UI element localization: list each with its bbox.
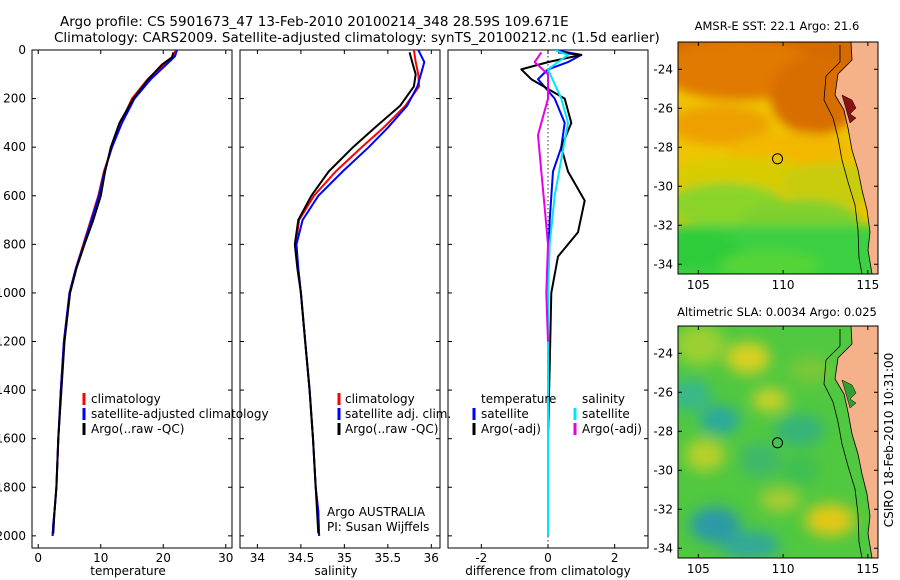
- x-tick-label: 0: [544, 551, 552, 565]
- legend-climatology: climatology: [345, 392, 415, 406]
- lon-tick-label: 115: [856, 562, 879, 576]
- legend-climatology: climatology: [91, 392, 161, 406]
- series-line-satellite-adj-clim: [295, 50, 426, 536]
- x-tick-label: 20: [156, 551, 171, 565]
- salinity-legend: climatology satellite adj. clim. Argo(..…: [337, 392, 451, 436]
- lon-tick-label: 115: [856, 278, 879, 292]
- argo-float-location-marker: [772, 153, 783, 165]
- x-tick-label: 2: [611, 551, 619, 565]
- lat-tick-label: -30: [653, 179, 673, 193]
- salinity-x-label: salinity: [314, 564, 357, 578]
- y-tick-label: 600: [3, 189, 26, 203]
- figure-title-line-1: Argo profile: CS 5901673_47 13-Feb-2010 …: [60, 14, 569, 30]
- series-line-temperature-argo-adj: [520, 51, 586, 534]
- sla-map-frame: [677, 325, 879, 559]
- legend-salinity-argo: Argo(-adj): [582, 422, 642, 436]
- sst-map-frame: [677, 41, 879, 275]
- lat-tick-label: -34: [653, 541, 673, 555]
- lon-tick-label: 110: [772, 562, 795, 576]
- pi-annotation: PI: Susan Wijffels: [327, 520, 429, 534]
- temperature-x-label: temperature: [90, 564, 165, 578]
- sst-map-title: AMSR-E SST: 22.1 Argo: 21.6: [695, 19, 860, 33]
- difference-panel: -2 0 2 difference from climatology tempera…: [447, 49, 649, 578]
- lat-tick-label: -28: [653, 424, 673, 438]
- argo-float-location-marker: [772, 437, 783, 449]
- x-tick-label: -2: [475, 551, 487, 565]
- difference-legend: temperature satellite Argo(-adj) salinit…: [472, 392, 642, 436]
- lat-tick-label: -26: [653, 101, 673, 115]
- temperature-legend: climatology satellite-adjusted climatolo…: [82, 392, 269, 436]
- legend-salinity-satellite: satellite: [582, 407, 630, 421]
- x-tick-label: 10: [93, 551, 108, 565]
- lon-tick-label: 105: [687, 562, 710, 576]
- temperature-panel: 0 200 400 600 800 1000 1200 1400 1600 1800 2000 0 10…: [0, 43, 269, 578]
- y-tick-label: 800: [3, 237, 26, 251]
- lat-tick-label: -30: [653, 463, 673, 477]
- lat-tick-label: -26: [653, 385, 673, 399]
- series-line-argo-raw-qc: [293, 52, 417, 534]
- y-tick-label: 400: [3, 140, 26, 154]
- series-line-salinity-satellite: [547, 50, 569, 536]
- sla-heatmap-field: [678, 326, 878, 558]
- legend-argo: Argo(..raw -QC): [345, 422, 438, 436]
- lat-tick-label: -24: [653, 346, 673, 360]
- lat-tick-label: -24: [653, 62, 673, 76]
- x-tick-label: 34: [250, 551, 265, 565]
- lat-tick-label: -28: [653, 140, 673, 154]
- y-tick-label: 1400: [0, 383, 26, 397]
- argo-program-annotation: Argo AUSTRALIA: [327, 505, 426, 519]
- x-tick-label: 0: [34, 551, 42, 565]
- figure-title-line-2: Climatology: CARS2009. Satellite-adjuste…: [54, 30, 660, 46]
- legend-temperature-satellite: satellite: [481, 407, 529, 421]
- x-tick-label: 35.5: [374, 551, 401, 565]
- x-tick-label: 34.5: [288, 551, 315, 565]
- timestamp-side-label: CSIRO 18-Feb-2010 10:31:00: [882, 353, 896, 528]
- salinity-panel: 34 34.5 35 35.5 36 salinity climatology sate…: [239, 49, 451, 578]
- sst-heatmap-field: [678, 42, 878, 274]
- salinity-axes-frame: [239, 49, 441, 549]
- legend-salinity-heading: salinity: [582, 392, 625, 406]
- series-line-salinity-argo-adj: [533, 51, 549, 342]
- temperature-axes-frame: [31, 49, 233, 549]
- sla-map-title: Altimetric SLA: 0.0034 Argo: 0.025: [677, 305, 877, 319]
- series-line-satellite-adjusted-climatology: [51, 50, 178, 536]
- y-tick-label: 1200: [0, 335, 26, 349]
- lat-tick-label: -32: [653, 218, 673, 232]
- difference-x-label: difference from climatology: [465, 564, 631, 578]
- sst-map: AMSR-E SST: 22.1 Argo: 21.6: [653, 19, 879, 292]
- legend-argo: Argo(..raw -QC): [91, 422, 184, 436]
- legend-satellite-adjusted: satellite-adjusted climatology: [91, 407, 269, 421]
- y-tick-label: 1800: [0, 480, 26, 494]
- lon-tick-label: 110: [772, 278, 795, 292]
- legend-temperature-heading: temperature: [481, 392, 556, 406]
- x-tick-label: 35: [337, 551, 352, 565]
- lat-tick-label: -32: [653, 502, 673, 516]
- lon-tick-label: 105: [687, 278, 710, 292]
- y-tick-label: 1000: [0, 286, 26, 300]
- y-tick-label: 0: [18, 43, 26, 57]
- y-tick-label: 1600: [0, 432, 26, 446]
- series-line-temperature-satellite: [537, 50, 583, 536]
- lat-tick-label: -34: [653, 257, 673, 271]
- legend-temperature-argo: Argo(-adj): [481, 422, 541, 436]
- y-tick-label: 2000: [0, 529, 26, 543]
- sla-map: Altimetric SLA: 0.0034 Argo: 0.025: [653, 305, 879, 576]
- x-tick-label: 36: [424, 551, 439, 565]
- y-tick-label: 200: [3, 92, 26, 106]
- x-tick-label: 30: [218, 551, 233, 565]
- legend-satellite-adj: satellite adj. clim.: [345, 407, 451, 421]
- series-line-argo-raw-qc: [52, 52, 175, 534]
